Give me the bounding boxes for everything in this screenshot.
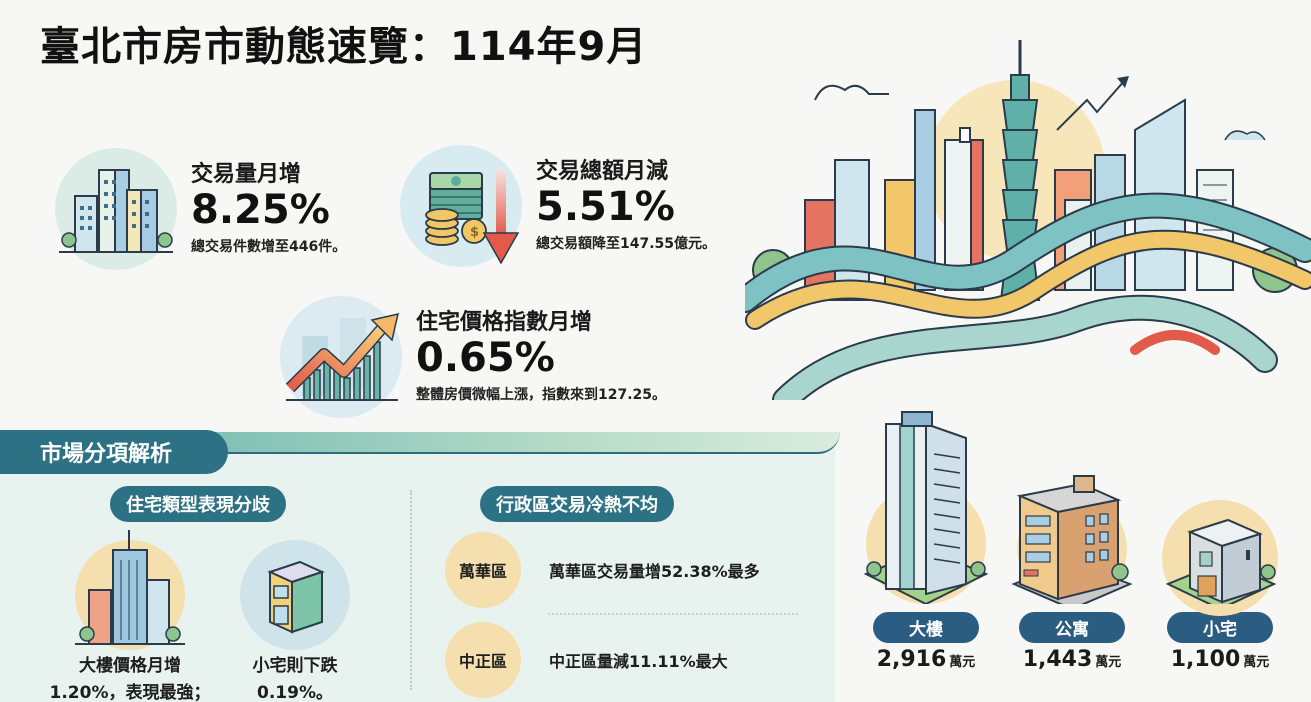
housing-type-tower: 大樓價格月增 1.20%，表現最強；	[40, 530, 220, 702]
taipei-skyline-illustration	[732, 20, 1311, 413]
stat-description: 總交易件數增至446件。	[191, 239, 347, 256]
price-type-tag: 公寓	[1019, 612, 1125, 643]
stat-label: 交易量月增	[191, 161, 302, 187]
district-badge: 萬華區	[445, 532, 521, 608]
stat-description: 總交易額降至147.55億元。	[536, 236, 717, 253]
stat-label: 住宅價格指數月增	[416, 309, 593, 335]
stat-price-index: 住宅價格指數月增 0.65% 整體房價微幅上漲，指數來到127.25。	[280, 296, 666, 418]
housing-type-small: 小宅則下跌 0.19%。	[225, 540, 365, 702]
district-badge: 中正區	[445, 622, 521, 698]
high-rise-building-icon	[856, 404, 996, 604]
small-house-building-icon	[1150, 404, 1290, 616]
price-type-tag: 小宅	[1167, 612, 1273, 643]
price-unit: 萬元	[1095, 655, 1122, 670]
price-value: 2,916	[876, 647, 947, 672]
column-divider	[410, 490, 412, 690]
money-down-arrow-icon: $	[400, 145, 522, 267]
price-type-tag: 大樓	[873, 612, 979, 643]
price-unit: 萬元	[949, 655, 976, 670]
stat-value: 0.65%	[416, 335, 555, 382]
housing-type-line2: 0.19%。	[257, 683, 333, 702]
tower-icon	[75, 530, 185, 650]
district-row: 萬華區 萬華區交易量增52.38%最多	[445, 532, 760, 608]
section-title-banner: 市場分項解析	[0, 430, 228, 474]
housing-types-heading: 住宅類型表現分歧	[110, 486, 286, 522]
district-divider	[548, 613, 798, 615]
stat-value: 8.25%	[191, 187, 330, 234]
svg-text:$: $	[470, 225, 479, 240]
small-house-icon	[240, 540, 350, 650]
price-value: 1,100	[1170, 647, 1241, 672]
price-unit: 萬元	[1243, 655, 1270, 670]
price-item-small-house: 小宅 1,100 萬元	[1150, 404, 1290, 672]
housing-type-line1: 大樓價格月增	[79, 656, 181, 676]
price-item-apartment: 公寓 1,443 萬元	[1002, 404, 1142, 672]
district-text: 中正區量減11.11%最大	[549, 652, 728, 671]
housing-type-line2: 1.20%，表現最強；	[49, 683, 211, 702]
stat-transaction-amount: $ 交易總額月減 5.51% 總交易額降至147.55億元。	[400, 145, 716, 267]
price-value: 1,443	[1022, 647, 1093, 672]
buildings-icon	[55, 148, 177, 270]
price-item-tower: 大樓 2,916 萬元	[856, 404, 996, 672]
stat-label: 交易總額月減	[536, 158, 669, 184]
housing-type-line1: 小宅則下跌	[252, 656, 338, 676]
page-title: 臺北市房市動態速覽：114年9月	[40, 24, 648, 70]
districts-heading: 行政區交易冷熱不均	[480, 486, 674, 522]
section-divider-ribbon	[200, 432, 840, 454]
apartment-building-icon	[1002, 404, 1142, 604]
district-row: 中正區 中正區量減11.11%最大	[445, 622, 728, 698]
stat-value: 5.51%	[536, 184, 675, 231]
district-text: 萬華區交易量增52.38%最多	[549, 562, 760, 581]
rising-chart-icon	[280, 296, 402, 418]
stat-description: 整體房價微幅上漲，指數來到127.25。	[416, 387, 667, 404]
stat-transaction-volume: 交易量月增 8.25% 總交易件數增至446件。	[55, 148, 346, 270]
